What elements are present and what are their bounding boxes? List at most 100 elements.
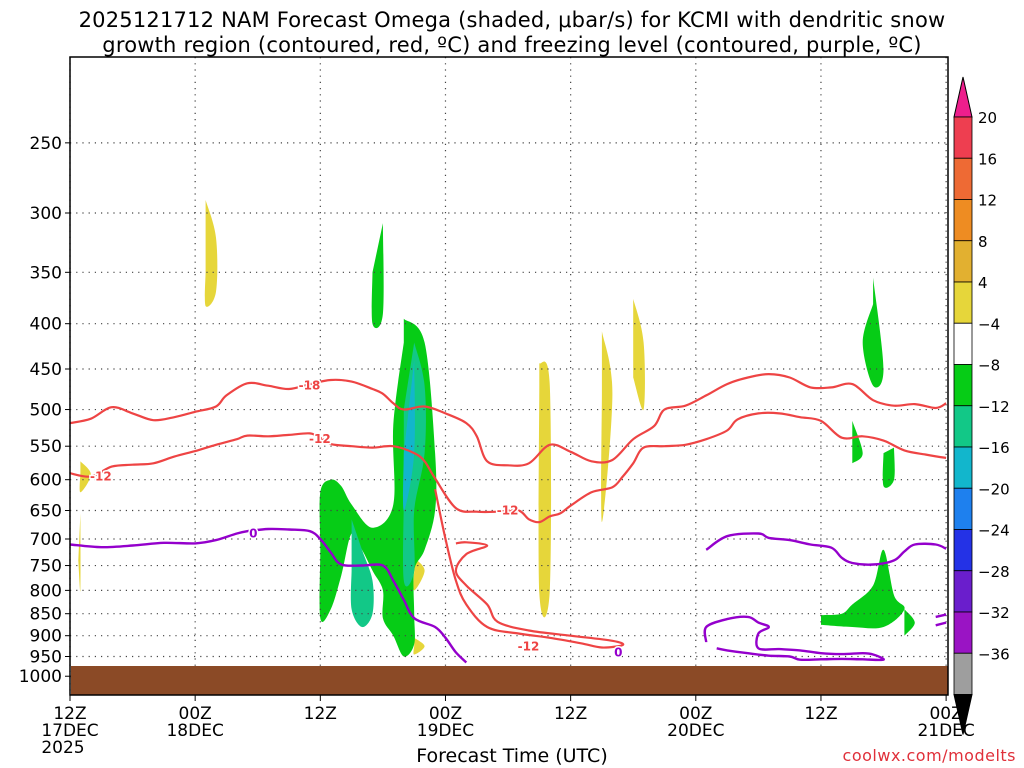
freezing-level-contour — [69, 527, 468, 664]
y-tick-label: 550 — [30, 437, 62, 457]
freezing-level-label: 0 — [249, 526, 257, 540]
colorbar-label: 12 — [978, 192, 997, 210]
colorbar-label: −32 — [978, 604, 1010, 622]
x-tick-label: 2025 — [41, 738, 84, 758]
x-tick-label: 12Z — [53, 704, 86, 724]
x-tick-label: 21DEC — [917, 721, 974, 741]
dgz-contour-label: -18 — [299, 379, 321, 393]
colorbar-swatch — [953, 446, 973, 489]
x-tick-label: 00Z — [429, 704, 462, 724]
x-tick-label: 12Z — [804, 704, 837, 724]
freezing-level-contour — [935, 613, 947, 619]
dgz-minus18-contour — [69, 372, 947, 467]
y-tick-label: 850 — [30, 605, 62, 625]
credit-text: coolwx.com/modelts — [842, 746, 1016, 765]
colorbar-swatch — [953, 611, 973, 654]
omega-region — [852, 420, 863, 464]
dgz-contour-label: -12 — [309, 432, 331, 446]
omega-region — [350, 519, 374, 628]
y-tick-label: 250 — [30, 134, 62, 154]
colorbar-swatch — [953, 570, 973, 613]
chart-title-line-2: growth region (contoured, red, ºC) and f… — [102, 33, 922, 57]
y-tick-label: 500 — [30, 401, 62, 421]
omega-region — [633, 298, 645, 411]
colorbar-label: 20 — [978, 109, 997, 127]
terrain-bar — [71, 666, 948, 695]
y-tick-label: 950 — [30, 647, 62, 667]
colorbar-swatch — [953, 199, 973, 242]
colorbar-swatch — [953, 322, 973, 365]
colorbar: 20 16 12 8 4 −4 −8 −12 −16 −20 −24 −28 −32 −36 — [953, 76, 1010, 735]
omega-region — [601, 331, 613, 523]
y-tick-label: 700 — [30, 530, 62, 550]
dgz-contour-label: -12 — [518, 640, 540, 654]
freezing-level-contour — [935, 621, 947, 627]
x-tick-label: 18DEC — [166, 721, 223, 741]
colorbar-swatch — [953, 157, 973, 200]
colorbar-label: 8 — [978, 233, 988, 251]
x-axis-title: Forecast Time (UTC) — [416, 745, 608, 767]
colorbar-label: −20 — [978, 480, 1010, 498]
colorbar-swatch — [953, 487, 973, 530]
freezing-level-contour — [705, 532, 947, 566]
colorbar-swatch — [953, 652, 973, 695]
contour-layer: -12 -18 -12 -12 -12 0 0 — [69, 372, 947, 664]
x-tick-label: 00Z — [179, 704, 212, 724]
colorbar-swatch — [953, 405, 973, 448]
plot-background — [70, 57, 948, 695]
x-tick-label: 00Z — [679, 704, 712, 724]
colorbar-swatch — [953, 529, 973, 572]
colorbar-swatch — [953, 240, 973, 283]
freezing-level-label: 0 — [614, 645, 622, 659]
x-tick-label: 19DEC — [417, 721, 474, 741]
omega-region — [904, 609, 915, 636]
omega-region — [78, 513, 81, 592]
colorbar-bottom-arrow — [953, 694, 973, 735]
y-tick-label: 800 — [30, 581, 62, 601]
omega-region — [821, 549, 905, 629]
colorbar-label: −36 — [978, 645, 1010, 663]
colorbar-label: −8 — [978, 357, 1000, 375]
dgz-contour-label: -12 — [497, 503, 519, 517]
colorbar-label: −4 — [978, 315, 1000, 333]
colorbar-label: 4 — [978, 274, 988, 292]
y-axis: 2503003504004505005506006507007508008509… — [19, 134, 70, 687]
y-tick-label: 750 — [30, 557, 62, 577]
omega-region — [413, 637, 425, 655]
x-tick-label: 17DEC — [41, 721, 98, 741]
plot-frame — [69, 56, 949, 696]
omega-region — [403, 342, 426, 587]
y-tick-label: 350 — [30, 263, 62, 283]
y-tick-label: 1000 — [19, 667, 62, 687]
x-tick-label: 00Z — [929, 704, 962, 724]
x-tick-label: 20DEC — [667, 721, 724, 741]
y-tick-label: 450 — [30, 360, 62, 380]
colorbar-swatch — [953, 116, 973, 159]
y-tick-label: 900 — [30, 627, 62, 647]
colorbar-label: −28 — [978, 563, 1010, 581]
dgz-minus12-contour — [69, 411, 947, 524]
colorbar-top-arrow — [953, 76, 973, 118]
freezing-level-contour — [703, 615, 885, 662]
colorbar-swatch — [953, 364, 973, 407]
x-tick-label: 12Z — [554, 704, 587, 724]
omega-region — [862, 277, 884, 388]
colorbar-label: −16 — [978, 439, 1010, 457]
chart-title-line-1: 2025121712 NAM Forecast Omega (shaded, μ… — [78, 8, 946, 32]
dgz-contour-label: -12 — [90, 469, 112, 483]
colorbar-label: −24 — [978, 522, 1010, 540]
colorbar-swatch — [953, 281, 973, 324]
y-tick-label: 300 — [30, 204, 62, 224]
omega-region — [538, 361, 552, 618]
y-tick-label: 650 — [30, 501, 62, 521]
y-tick-label: 400 — [30, 315, 62, 335]
omega-shading-layer — [78, 200, 915, 657]
y-tick-label: 600 — [30, 471, 62, 491]
omega-region — [204, 200, 218, 307]
dgz-minus12-lobe — [434, 488, 625, 649]
omega-region — [882, 447, 895, 488]
omega-region — [403, 360, 415, 511]
colorbar-label: 16 — [978, 150, 997, 168]
